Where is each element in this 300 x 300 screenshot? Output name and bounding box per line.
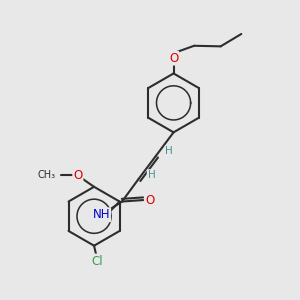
Text: O: O	[145, 194, 154, 207]
Text: O: O	[169, 52, 178, 64]
Text: H: H	[165, 146, 173, 157]
Text: H: H	[148, 170, 155, 180]
Text: CH₃: CH₃	[37, 170, 55, 180]
Text: NH: NH	[93, 208, 110, 221]
Text: O: O	[73, 169, 83, 182]
Text: Cl: Cl	[91, 254, 103, 268]
